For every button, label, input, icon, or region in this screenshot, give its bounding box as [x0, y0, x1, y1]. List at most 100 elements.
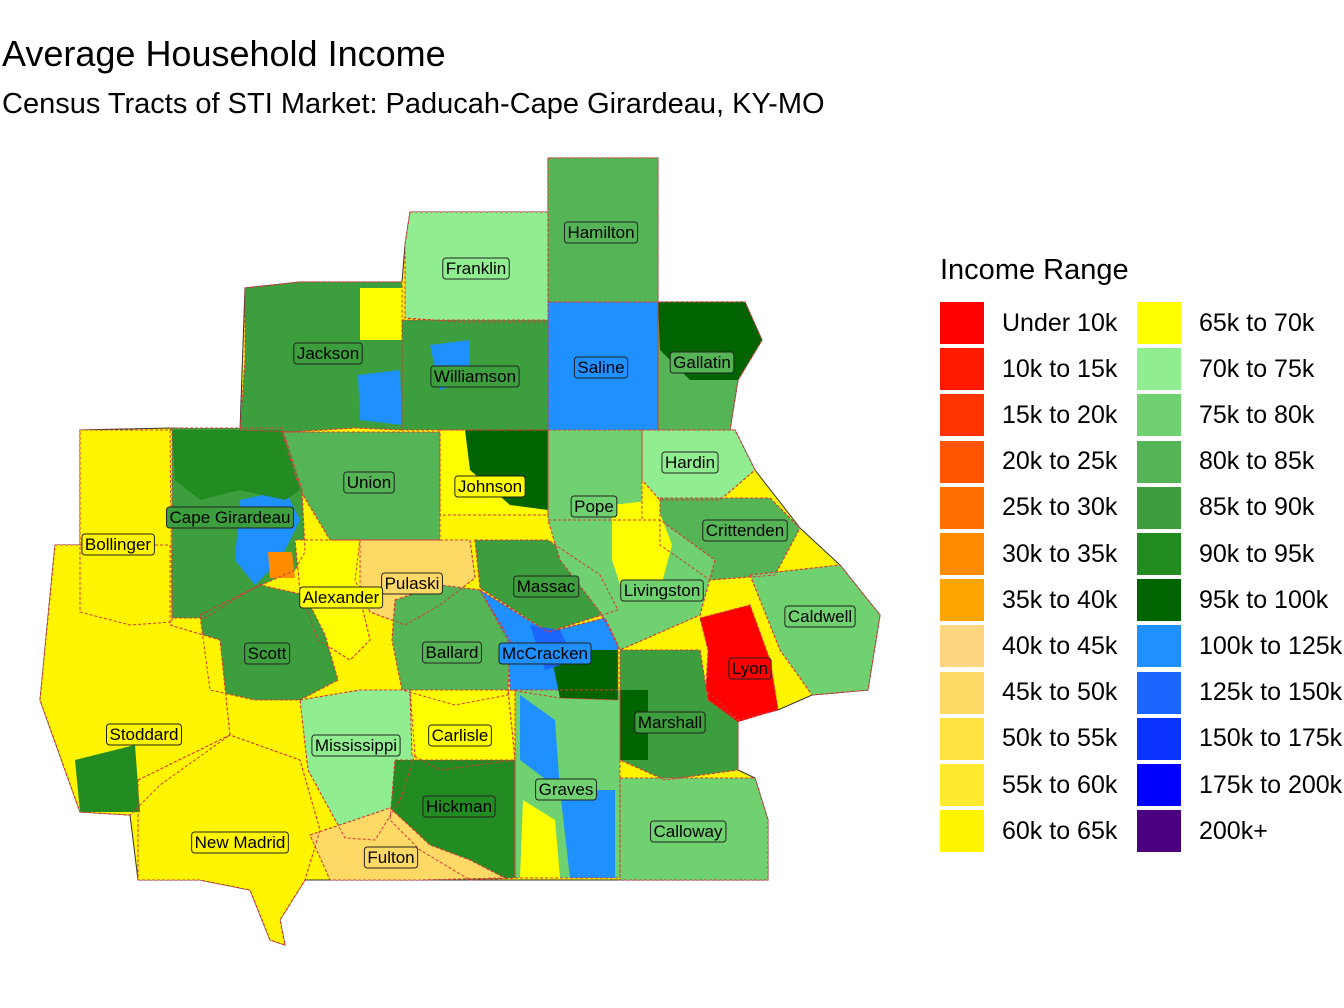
county-label: McCracken: [502, 644, 588, 663]
legend-label: 90k to 95k: [1199, 539, 1315, 568]
legend-item: 65k to 70k: [1137, 302, 1314, 344]
county-label: Lyon: [732, 659, 768, 678]
legend-label: 40k to 45k: [1002, 631, 1118, 660]
legend-item: 70k to 75k: [1137, 348, 1314, 391]
county-boundary: [404, 211, 549, 323]
county-label-box: [299, 586, 384, 609]
tract-region: [465, 430, 548, 510]
county-label-box: [166, 506, 294, 529]
county-label-box: [454, 475, 526, 498]
county-label-group: McCracken: [498, 642, 592, 665]
legend-swatch: [940, 394, 984, 437]
county-label-group: Livingston: [620, 579, 704, 602]
county-label: Marshall: [638, 713, 702, 732]
legend-label: 85k to 90k: [1199, 493, 1315, 522]
legend-item: 100k to 125k: [1137, 625, 1342, 668]
legend-item: 60k to 65k: [940, 810, 1118, 853]
county-label-group: Alexander: [299, 586, 384, 609]
legend-swatch: [940, 533, 984, 575]
county-label-box: [513, 575, 580, 598]
county-label: Hamilton: [567, 223, 634, 242]
county-label-box: [498, 642, 592, 665]
county-boundary: [659, 497, 801, 581]
county-label: Mississippi: [315, 736, 397, 755]
legend-swatch: [940, 486, 984, 529]
legend-title: Income Range: [940, 254, 1129, 286]
chart-title: Average Household Income: [2, 33, 446, 74]
county-label-group: Pulaski: [381, 572, 443, 595]
county-label-box: [244, 642, 291, 665]
tract-region: [172, 430, 300, 500]
county-label-box: [535, 778, 597, 801]
county-label: Cape Girardeau: [170, 508, 291, 527]
county-label: Hardin: [665, 453, 715, 472]
county-label-box: [442, 257, 510, 280]
county-label-box: [363, 846, 419, 869]
county-label-group: Pope: [570, 495, 618, 518]
county-boundary: [547, 429, 643, 521]
county-boundary: [547, 519, 716, 651]
county-label-group: Saline: [573, 356, 629, 379]
county-label-box: [702, 519, 788, 542]
legend-swatch: [1137, 486, 1181, 529]
county-label: Johnson: [458, 477, 522, 496]
legend-swatch: [1137, 625, 1181, 668]
legend-swatch: [940, 671, 984, 714]
legend-label: 60k to 65k: [1002, 816, 1118, 845]
legend-label: 125k to 150k: [1199, 678, 1343, 707]
county-label: Fulton: [367, 848, 414, 867]
legend-swatch: [940, 764, 984, 806]
county-label-group: Cape Girardeau: [166, 506, 294, 529]
county-label: Graves: [539, 780, 594, 799]
legend-item: Under 10k: [940, 302, 1117, 344]
county-label-box: [573, 356, 629, 379]
legend-item: 40k to 45k: [940, 625, 1118, 668]
legend-label: 65k to 70k: [1199, 308, 1315, 337]
legend-label: 150k to 175k: [1199, 724, 1343, 753]
county-label-group: Caldwell: [784, 605, 856, 628]
legend-swatch: [1137, 440, 1181, 483]
county-boundary: [299, 689, 416, 841]
county-label-group: Marshall: [634, 711, 706, 734]
county-boundary: [619, 649, 739, 781]
legend-item: 90k to 95k: [1137, 533, 1314, 575]
legend-item: 10k to 15k: [940, 348, 1118, 391]
county-label-box: [728, 657, 772, 680]
legend-label: 10k to 15k: [1002, 354, 1118, 383]
legend-item: 30k to 35k: [940, 533, 1117, 575]
county-label: Stoddard: [110, 725, 179, 744]
legend-label: 25k to 30k: [1002, 493, 1118, 522]
county-label-group: Crittenden: [702, 519, 788, 542]
county-boundary: [199, 584, 339, 701]
county-boundary: [749, 564, 881, 696]
county-label: Jackson: [297, 344, 359, 363]
tract-region: [560, 790, 615, 878]
county-label-box: [381, 572, 443, 595]
county-label-box: [570, 495, 618, 518]
legend-label: 200k+: [1199, 816, 1268, 845]
legend-swatch: [1137, 810, 1181, 853]
county-label-group: Hamilton: [563, 221, 639, 244]
legend-item: 175k to 200k: [1137, 764, 1342, 806]
legend-label: 50k to 55k: [1002, 724, 1118, 753]
county-label-group: Ballard: [422, 641, 482, 664]
legend-label: 15k to 20k: [1002, 400, 1118, 429]
legend-swatch: [1137, 533, 1181, 575]
county-label-group: Hardin: [661, 451, 719, 474]
county-label-box: [650, 820, 727, 843]
county-label-box: [620, 579, 704, 602]
county-boundary: [354, 539, 476, 626]
county-boundary: [514, 689, 621, 879]
county-label-box: [311, 734, 401, 757]
legend-label: 45k to 50k: [1002, 678, 1118, 707]
legend-swatch: [1137, 579, 1181, 622]
county-boundary: [641, 429, 756, 501]
legend-item: 95k to 100k: [1137, 579, 1328, 622]
county-label-group: Bollinger: [81, 533, 155, 556]
county-label: Crittenden: [706, 521, 784, 540]
legend-label: 35k to 40k: [1002, 585, 1118, 614]
legend-swatch: [1137, 348, 1181, 391]
legend-swatch: [940, 440, 984, 483]
county-label-group: New Madrid: [191, 831, 289, 854]
legend-item: 35k to 40k: [940, 579, 1118, 622]
